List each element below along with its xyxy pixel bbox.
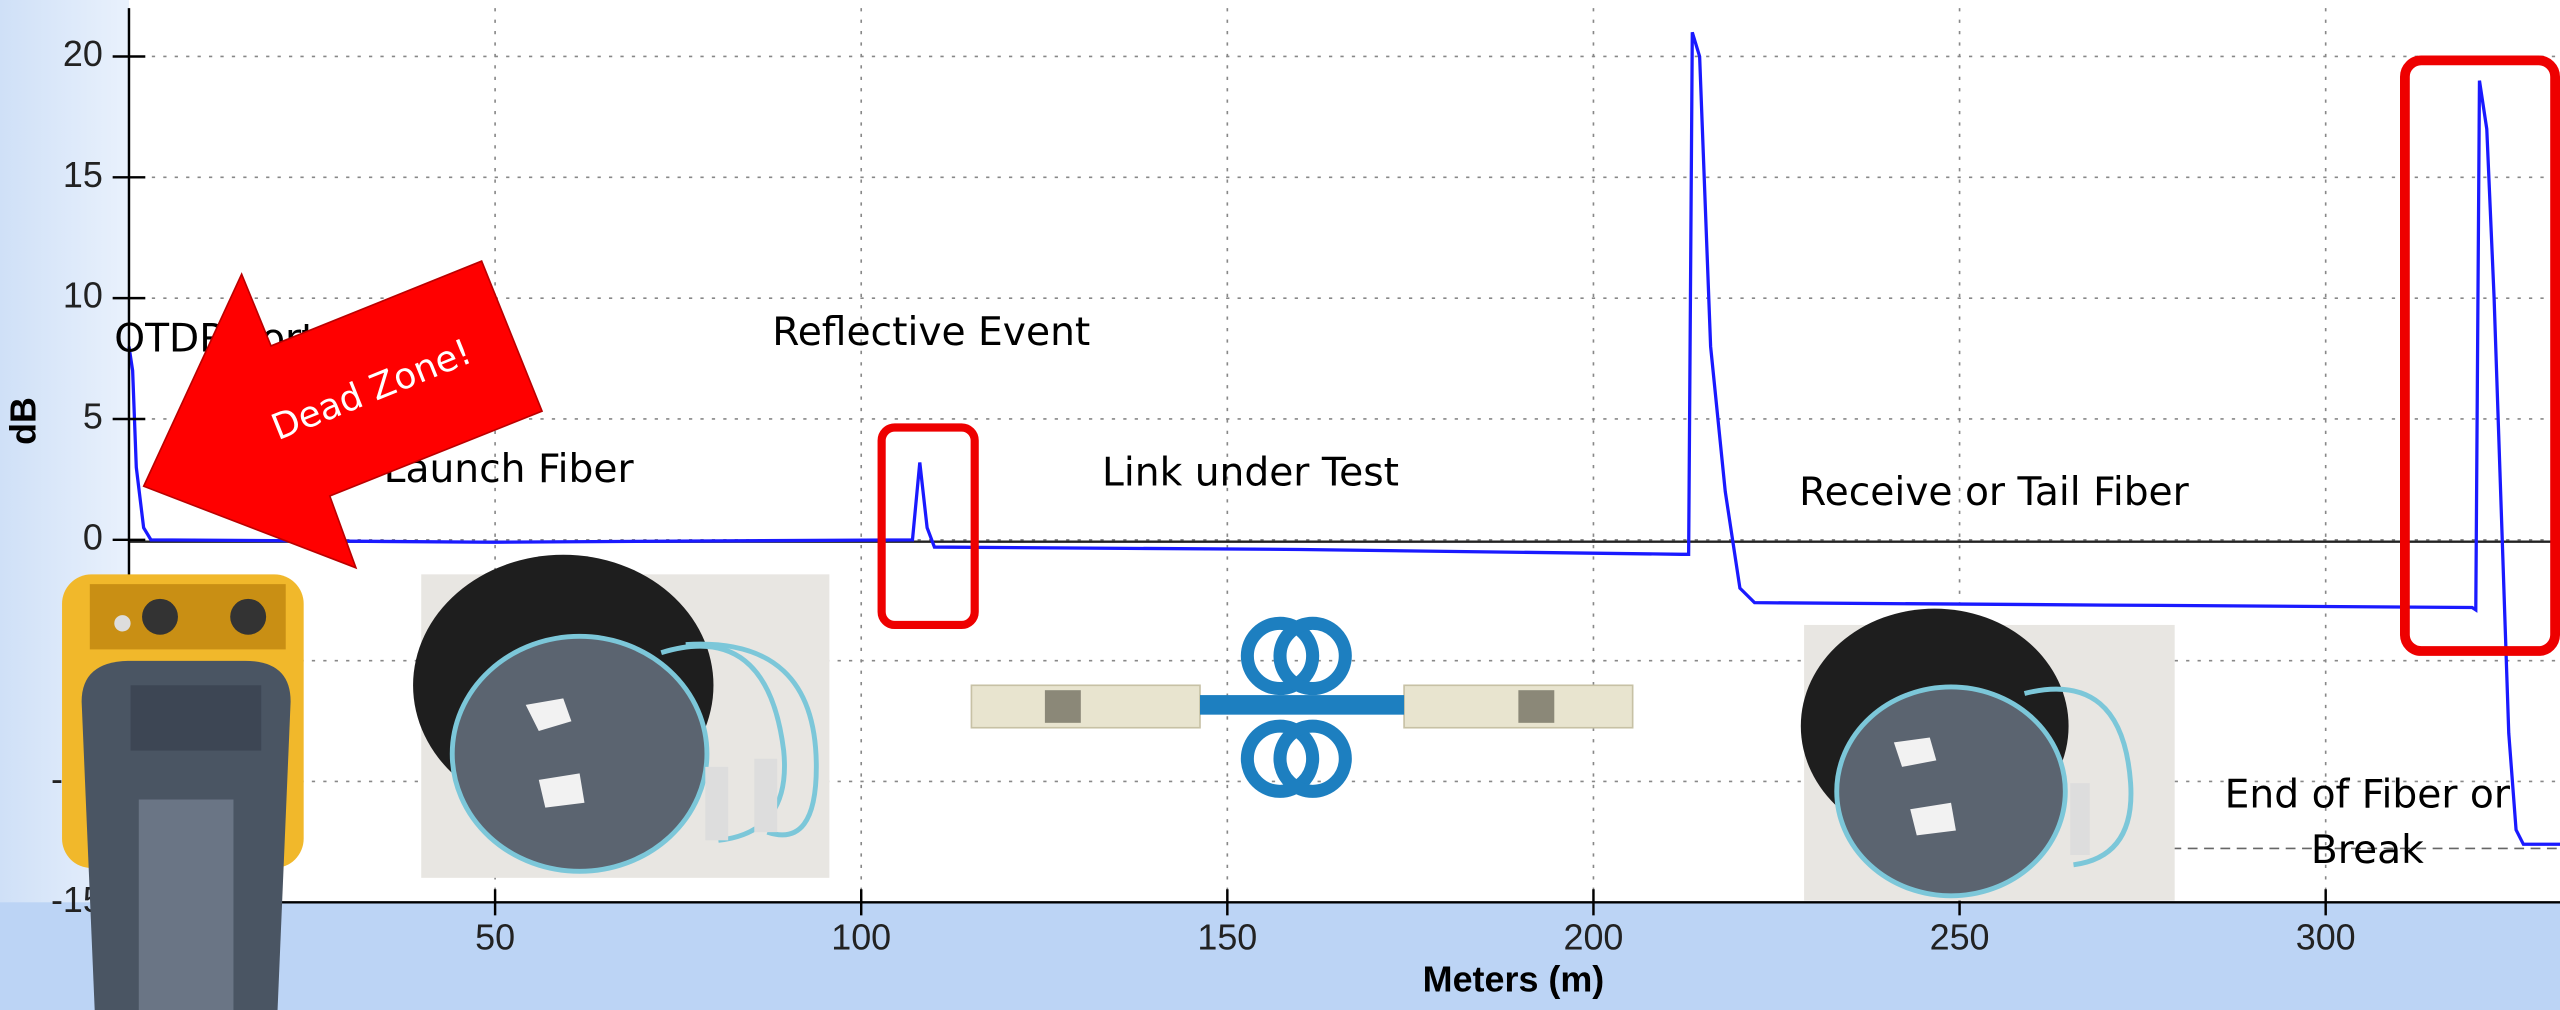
- annotation: Receive or Tail Fiber: [1799, 470, 2189, 515]
- y-tick-label: 5: [83, 396, 103, 436]
- tail-fiber-photo: [1800, 608, 2175, 901]
- y-tick-label: 20: [63, 34, 103, 74]
- annotation: Link under Test: [1102, 450, 1399, 495]
- annotation: Reflective Event: [772, 310, 1090, 355]
- x-tick-label: 200: [1563, 917, 1623, 957]
- end-event-box: [2400, 55, 2560, 656]
- y-tick-label: 10: [63, 276, 103, 316]
- bottom-panel: [0, 902, 2560, 1010]
- x-tick-label: 250: [1930, 917, 1990, 957]
- y-axis-label: dB: [4, 397, 44, 445]
- launch-fiber-photo: [413, 554, 830, 878]
- reflective-event-box: [877, 423, 979, 630]
- link-graphic: [970, 616, 1634, 798]
- x-tick-label: 150: [1197, 917, 1257, 957]
- x-axis-label: Meters (m): [1423, 960, 1605, 1000]
- y-tick-label: 0: [83, 517, 103, 557]
- annotation-box: End of Fiber or Break: [2224, 771, 2511, 873]
- annotation: End of Fiber or Break: [2224, 771, 2511, 873]
- x-tick-label: 50: [475, 917, 515, 957]
- x-tick-label: 100: [831, 917, 891, 957]
- y-tick-label: 15: [63, 155, 103, 195]
- trace-line: [127, 31, 2560, 846]
- dead-zone-arrow: [142, 260, 544, 570]
- x-tick-label: 300: [2296, 917, 2356, 957]
- otdr-device-photo: [62, 574, 304, 1010]
